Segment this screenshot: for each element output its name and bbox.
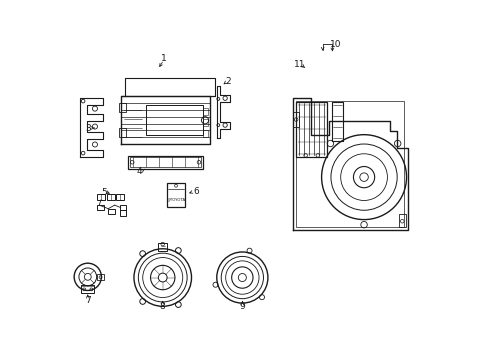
Bar [119, 103, 126, 112]
Text: 11: 11 [294, 60, 305, 69]
Bar [119, 128, 126, 137]
Text: @TOYOTA: @TOYOTA [166, 197, 185, 201]
Bar [296, 102, 326, 157]
Text: 10: 10 [329, 40, 341, 49]
Bar [398, 214, 405, 226]
Bar [129, 157, 201, 167]
Bar [116, 194, 124, 200]
Bar [292, 112, 299, 127]
Bar [120, 206, 126, 211]
Text: 5: 5 [101, 188, 106, 197]
Bar [97, 274, 103, 280]
Bar [296, 101, 403, 226]
Bar [120, 211, 126, 216]
Bar [158, 243, 167, 251]
Text: 7: 7 [85, 296, 90, 305]
Bar [108, 209, 115, 214]
Bar [81, 285, 94, 293]
Bar [97, 206, 104, 211]
Text: 1: 1 [161, 54, 166, 63]
Bar [166, 183, 185, 207]
Bar [203, 130, 207, 137]
Bar [97, 194, 105, 200]
Text: 6: 6 [193, 187, 199, 196]
Bar [203, 108, 207, 116]
Text: 9: 9 [239, 302, 244, 311]
Bar [145, 105, 203, 135]
Bar [106, 194, 115, 200]
Text: 2: 2 [225, 77, 231, 86]
Text: 3: 3 [85, 123, 90, 132]
Text: 4: 4 [137, 167, 142, 176]
Bar [203, 119, 207, 126]
Bar [128, 156, 203, 168]
Text: 8: 8 [160, 302, 165, 311]
